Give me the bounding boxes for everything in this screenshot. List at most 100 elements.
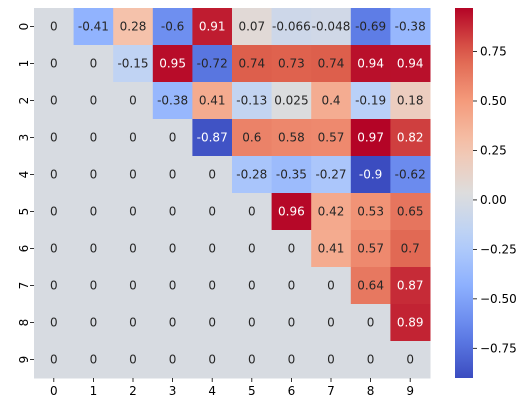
heatmap-cells: 0 -0.41 0.28 -0.6 0.91 0.07 -0.066 -0.048 -0.69-…: [34, 8, 431, 379]
heatmap-cell: [73, 8, 114, 46]
cell-value-label: 0: [367, 316, 375, 330]
heatmap-cell: [192, 341, 233, 379]
heatmap-cell: [311, 8, 352, 46]
heatmap-cell: [232, 193, 273, 231]
heatmap-cell: [350, 45, 391, 83]
heatmap-cell: [232, 8, 273, 46]
heatmap-cell: [152, 193, 193, 231]
heatmap-cell: [34, 341, 75, 379]
heatmap-cell: [350, 82, 391, 120]
colorbar-tick-label: −0.50: [480, 292, 517, 306]
cell-value-label: 0.28: [120, 20, 147, 34]
cell-value-label: 0: [169, 316, 177, 330]
colorbar-tick-label: 0.75: [480, 45, 507, 59]
y-tick-label: 5: [17, 208, 31, 216]
cell-value-label: 0: [50, 242, 58, 256]
x-tick-label: 8: [367, 384, 375, 398]
heatmap-cell: [192, 45, 233, 83]
heatmap-cell: [390, 8, 431, 46]
cell-value-label: 0.41: [199, 94, 226, 108]
cell-value-label: 0: [50, 316, 58, 330]
x-tick-label: 6: [288, 384, 296, 398]
heatmap-cell: [350, 267, 391, 305]
heatmap-cell: [192, 230, 233, 268]
heatmap-cell: [271, 82, 312, 120]
cell-value-label: 0: [327, 279, 335, 293]
heatmap-cell: [152, 82, 193, 120]
heatmap-cell: [113, 45, 154, 83]
cell-value-label: 0.97: [357, 131, 384, 145]
heatmap-cell: [311, 119, 352, 157]
heatmap-cell: [192, 82, 233, 120]
y-tick-label: 7: [17, 282, 31, 290]
heatmap-cell: [192, 119, 233, 157]
heatmap-cell: [152, 230, 193, 268]
cell-value-label: 0: [208, 205, 216, 219]
colorbar-tick-label: −0.75: [480, 341, 517, 355]
heatmap-cell: [34, 193, 75, 231]
heatmap-cell: [311, 193, 352, 231]
cell-value-label: 0.73: [278, 57, 305, 71]
heatmap-cell: [390, 45, 431, 83]
heatmap-cell: [390, 267, 431, 305]
cell-value-label: 0: [90, 205, 98, 219]
heatmap-cell: [73, 156, 114, 194]
heatmap-cell: [350, 8, 391, 46]
cell-value-label: 0: [50, 353, 58, 367]
heatmap-cell: [34, 156, 75, 194]
heatmap-cell: [73, 119, 114, 157]
heatmap-cell: [73, 341, 114, 379]
cell-value-label: -0.69: [355, 20, 386, 34]
heatmap-cell: [271, 119, 312, 157]
heatmap-cell: [34, 304, 75, 342]
heatmap-cell: [34, 82, 75, 120]
heatmap-cell: [113, 341, 154, 379]
cell-value-label: 0.95: [159, 57, 186, 71]
cell-value-label: -0.066: [272, 20, 311, 34]
heatmap-cell: [271, 230, 312, 268]
cell-value-label: 0.96: [278, 205, 305, 219]
cell-value-label: -0.87: [197, 131, 228, 145]
cell-value-label: 0.57: [318, 131, 345, 145]
heatmap-cell: [232, 267, 273, 305]
cell-value-label: 0.58: [278, 131, 305, 145]
heatmap-cell: [311, 341, 352, 379]
cell-value-label: 0: [367, 353, 375, 367]
cell-value-label: 0: [248, 353, 256, 367]
heatmap-cell: [152, 45, 193, 83]
heatmap-cell: [113, 156, 154, 194]
cell-value-label: 0: [129, 353, 137, 367]
cell-value-label: 0.94: [357, 57, 384, 71]
heatmap-cell: [232, 304, 273, 342]
cell-value-label: 0: [208, 279, 216, 293]
colorbar: 0.75 0.50 0.25 0.00 −0.25 −0.50 −0.75: [455, 8, 517, 378]
heatmap-cell: [390, 82, 431, 120]
colorbar-tick-label: 0.00: [480, 193, 507, 207]
cell-value-label: 0: [90, 57, 98, 71]
heatmap-cell: [311, 267, 352, 305]
cell-value-label: 0: [248, 242, 256, 256]
heatmap-cell: [232, 45, 273, 83]
colorbar-tick-label: 0.50: [480, 94, 507, 108]
cell-value-label: 0.65: [397, 205, 424, 219]
heatmap-cell: [271, 45, 312, 83]
heatmap-cell: [311, 45, 352, 83]
cell-value-label: 0: [129, 242, 137, 256]
cell-value-label: 0: [90, 131, 98, 145]
heatmap-cell: [152, 267, 193, 305]
heatmap-cell: [73, 193, 114, 231]
heatmap-cell: [34, 267, 75, 305]
heatmap-cell: [390, 193, 431, 231]
cell-value-label: 0: [327, 353, 335, 367]
heatmap-cell: [390, 341, 431, 379]
heatmap-cell: [271, 8, 312, 46]
heatmap-cell: [152, 119, 193, 157]
cell-value-label: 0: [90, 316, 98, 330]
x-tick-label: 9: [406, 384, 414, 398]
heatmap-cell: [311, 304, 352, 342]
cell-value-label: 0: [129, 279, 137, 293]
cell-value-label: 0: [50, 205, 58, 219]
heatmap-cell: [113, 267, 154, 305]
x-tick-label: 2: [129, 384, 137, 398]
